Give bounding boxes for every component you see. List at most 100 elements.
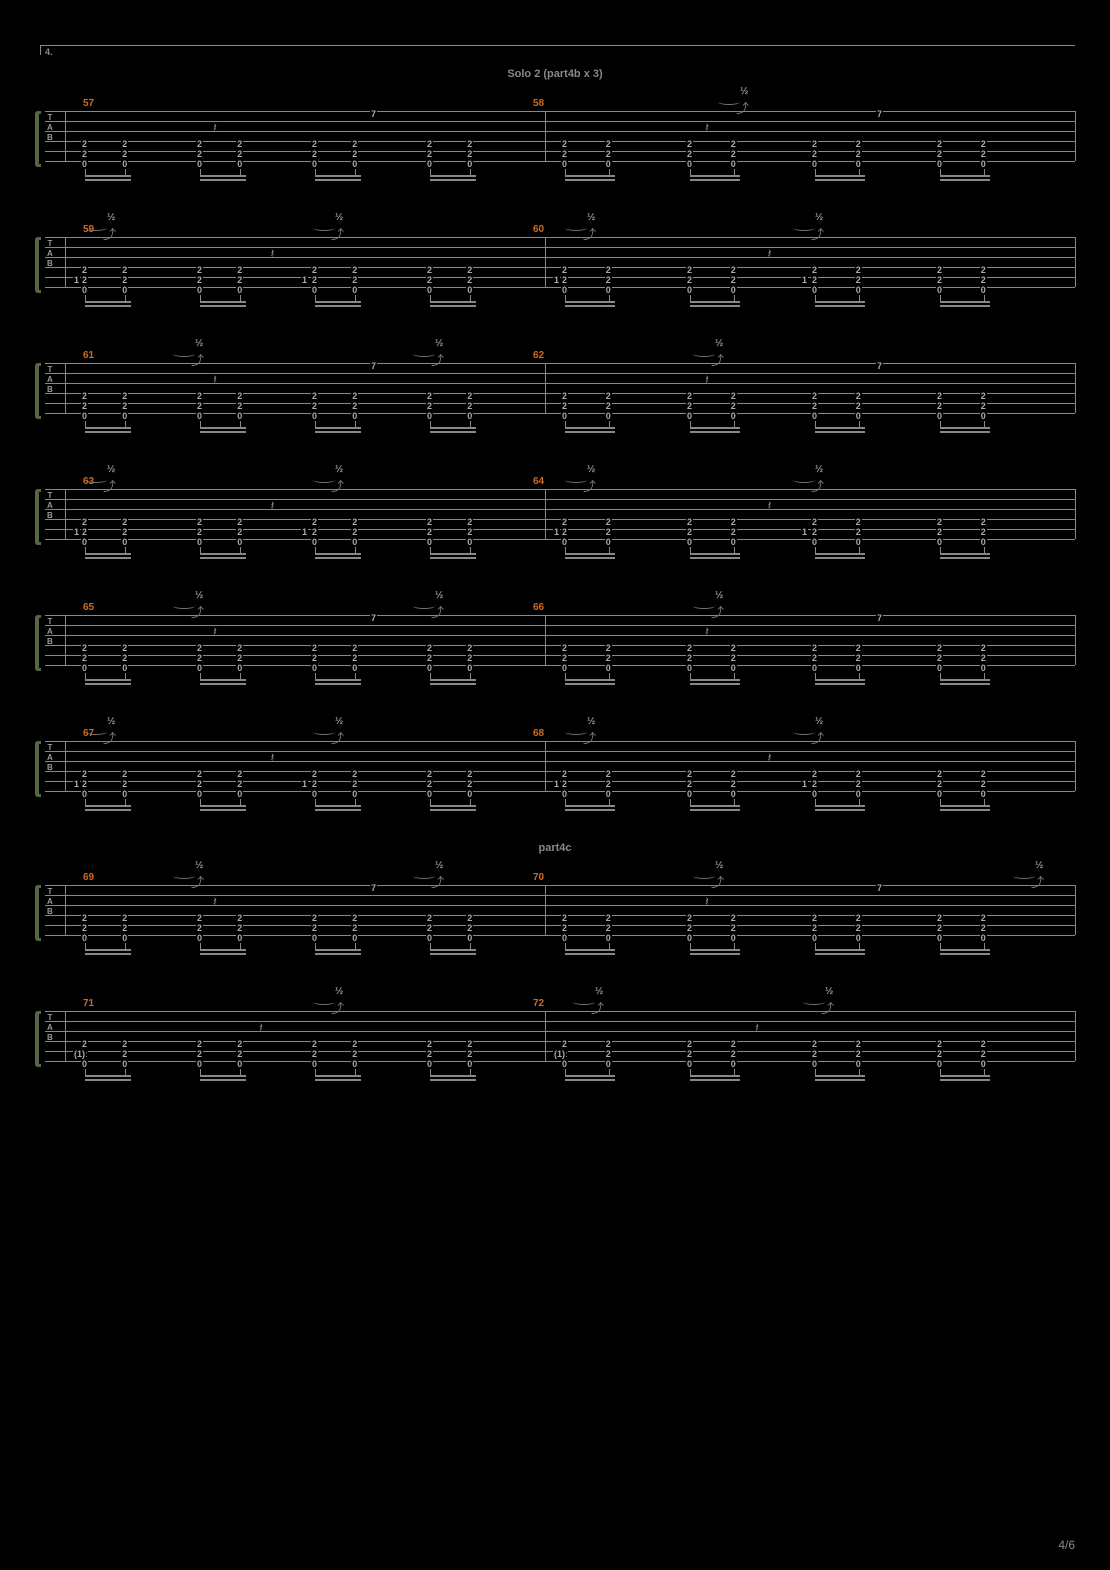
fret-number: 0 xyxy=(121,411,128,421)
staff-line xyxy=(45,895,1075,896)
fret-number: 2 xyxy=(426,401,433,411)
fret-number: 0 xyxy=(980,159,987,169)
fret-number: 0 xyxy=(81,663,88,673)
fret-number: 2 xyxy=(855,139,862,149)
tab-system: TAB63½⤴½⤴64½⤴½⤴2202202202202202202202201… xyxy=(35,464,1075,566)
beam-group xyxy=(200,1068,246,1086)
fret-number: 2 xyxy=(561,643,568,653)
beam-group xyxy=(815,1068,865,1086)
fret-number: 7 xyxy=(370,883,377,893)
fret-number: 2 xyxy=(426,643,433,653)
fret-number: 2 xyxy=(426,1049,433,1059)
fret-number: 0 xyxy=(311,1059,318,1069)
beam-group xyxy=(315,168,361,186)
bend-half: ½ xyxy=(825,986,833,997)
fret-number: 2 xyxy=(855,923,862,933)
fret-number: 2 xyxy=(855,653,862,663)
bar-line xyxy=(65,885,66,935)
bend-half: ½ xyxy=(435,338,443,349)
fret-number: 2 xyxy=(466,643,473,653)
fret-number: 2 xyxy=(730,527,737,537)
fret-number: 0 xyxy=(351,411,358,421)
beam-group xyxy=(690,1068,740,1086)
fret-number: 1 xyxy=(801,275,808,285)
bar-line xyxy=(545,615,546,665)
fret-number: 2 xyxy=(121,275,128,285)
rest: 𝄽 xyxy=(271,498,275,514)
fret-number: 2 xyxy=(980,401,987,411)
fret-number: 2 xyxy=(811,149,818,159)
fret-number: 2 xyxy=(121,913,128,923)
fret-number: 2 xyxy=(426,923,433,933)
fret-number: 2 xyxy=(426,779,433,789)
fret-number: 2 xyxy=(351,643,358,653)
fret-number: 0 xyxy=(855,1059,862,1069)
fret-number: 0 xyxy=(81,1059,88,1069)
fret-number: 7 xyxy=(370,613,377,623)
fret-number: 0 xyxy=(730,789,737,799)
bend-half: ½ xyxy=(715,860,723,871)
fret-number: 0 xyxy=(605,1059,612,1069)
rest: 𝄽 xyxy=(705,894,709,910)
fret-number: 2 xyxy=(686,779,693,789)
fret-number: 2 xyxy=(196,1039,203,1049)
beam-group xyxy=(85,294,131,312)
tie xyxy=(718,99,740,105)
tab-system: TAB57½⤴58220220220220220220220220𝄽722022… xyxy=(35,86,1075,188)
bar-line xyxy=(1075,111,1076,161)
beam-group xyxy=(940,1068,990,1086)
beam-group xyxy=(315,672,361,690)
beam-group xyxy=(815,798,865,816)
fret-number: 0 xyxy=(196,537,203,547)
fret-number: 0 xyxy=(236,1059,243,1069)
bend-half: ½ xyxy=(435,860,443,871)
fret-number: 2 xyxy=(605,265,612,275)
beam-group xyxy=(200,294,246,312)
fret-number: 2 xyxy=(121,923,128,933)
bend-half: ½ xyxy=(335,986,343,997)
fret-number: 2 xyxy=(686,1049,693,1059)
rest: 𝄽 xyxy=(768,750,772,766)
fret-number: 2 xyxy=(196,653,203,663)
fret-number: 2 xyxy=(605,913,612,923)
fret-number: 2 xyxy=(351,275,358,285)
fret-number: 2 xyxy=(936,1039,943,1049)
bend-half: ½ xyxy=(815,212,823,223)
fret-number: 2 xyxy=(351,527,358,537)
fret-number: 2 xyxy=(855,265,862,275)
fret-number: 0 xyxy=(605,537,612,547)
fret-number: 2 xyxy=(466,1039,473,1049)
fret-number: 2 xyxy=(351,139,358,149)
beam-group xyxy=(315,294,361,312)
fret-number: 2 xyxy=(561,923,568,933)
fret-number: 0 xyxy=(236,933,243,943)
fret-number: 2 xyxy=(855,149,862,159)
fret-number: 0 xyxy=(426,789,433,799)
beam-group xyxy=(690,294,740,312)
rest: 𝄽 xyxy=(768,246,772,262)
fret-number: 0 xyxy=(811,1059,818,1069)
fret-number: 2 xyxy=(196,643,203,653)
fret-number: 2 xyxy=(311,913,318,923)
fret-number: 0 xyxy=(936,1059,943,1069)
fret-number: 0 xyxy=(936,159,943,169)
staff-line xyxy=(45,247,1075,248)
fret-number: 2 xyxy=(561,391,568,401)
fret-number: 0 xyxy=(426,411,433,421)
fret-number: 2 xyxy=(351,1049,358,1059)
fret-number: 2 xyxy=(605,527,612,537)
beam-group xyxy=(200,798,246,816)
beam-group xyxy=(430,672,476,690)
bar-line xyxy=(65,111,66,161)
fret-number: 2 xyxy=(196,779,203,789)
measure-number: 66 xyxy=(533,602,544,613)
tie xyxy=(565,225,587,231)
fret-number: 2 xyxy=(311,517,318,527)
tie xyxy=(565,729,587,735)
tie xyxy=(413,873,435,879)
beam-group xyxy=(815,546,865,564)
measure-number: 57 xyxy=(83,98,94,109)
tie xyxy=(313,225,335,231)
fret-number: 2 xyxy=(311,653,318,663)
beam-group xyxy=(85,420,131,438)
